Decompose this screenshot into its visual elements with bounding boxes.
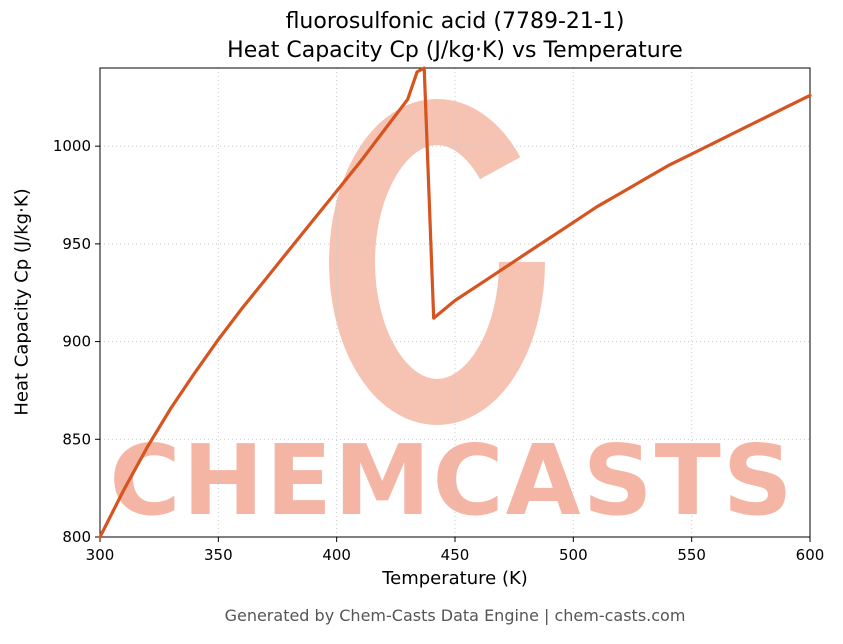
data-line-heat-capacity [98,66,812,539]
footer-caption: Generated by Chem-Casts Data Engine | ch… [224,606,686,625]
x-tick-label: 300 [86,546,115,564]
chart-title: fluorosulfonic acid (7789-21-1) Heat Cap… [100,8,810,65]
chart-title-line2: Heat Capacity Cp (J/kg·K) vs Temperature [227,37,683,63]
x-tick-label: 350 [204,546,233,564]
y-axis-label: Heat Capacity Cp (J/kg·K) [11,188,33,416]
x-tick-label: 600 [796,546,825,564]
watermark-wordmark: CHEMCASTS [109,424,794,537]
x-axis-label: Temperature (K) [382,568,528,589]
x-tick-label: 450 [441,546,470,564]
y-tick-label: 800 [62,528,91,546]
y-tick-label: 1000 [53,137,91,155]
x-tick-label: 550 [677,546,706,564]
x-tick-label: 400 [322,546,351,564]
chemcasts-brush-circle-logo [329,99,545,425]
chart-title-line1: fluorosulfonic acid (7789-21-1) [285,9,625,34]
y-tick-label: 900 [62,333,91,351]
y-tick-label: 950 [62,235,91,253]
x-tick-label: 500 [559,546,588,564]
y-tick-label: 850 [62,430,91,448]
